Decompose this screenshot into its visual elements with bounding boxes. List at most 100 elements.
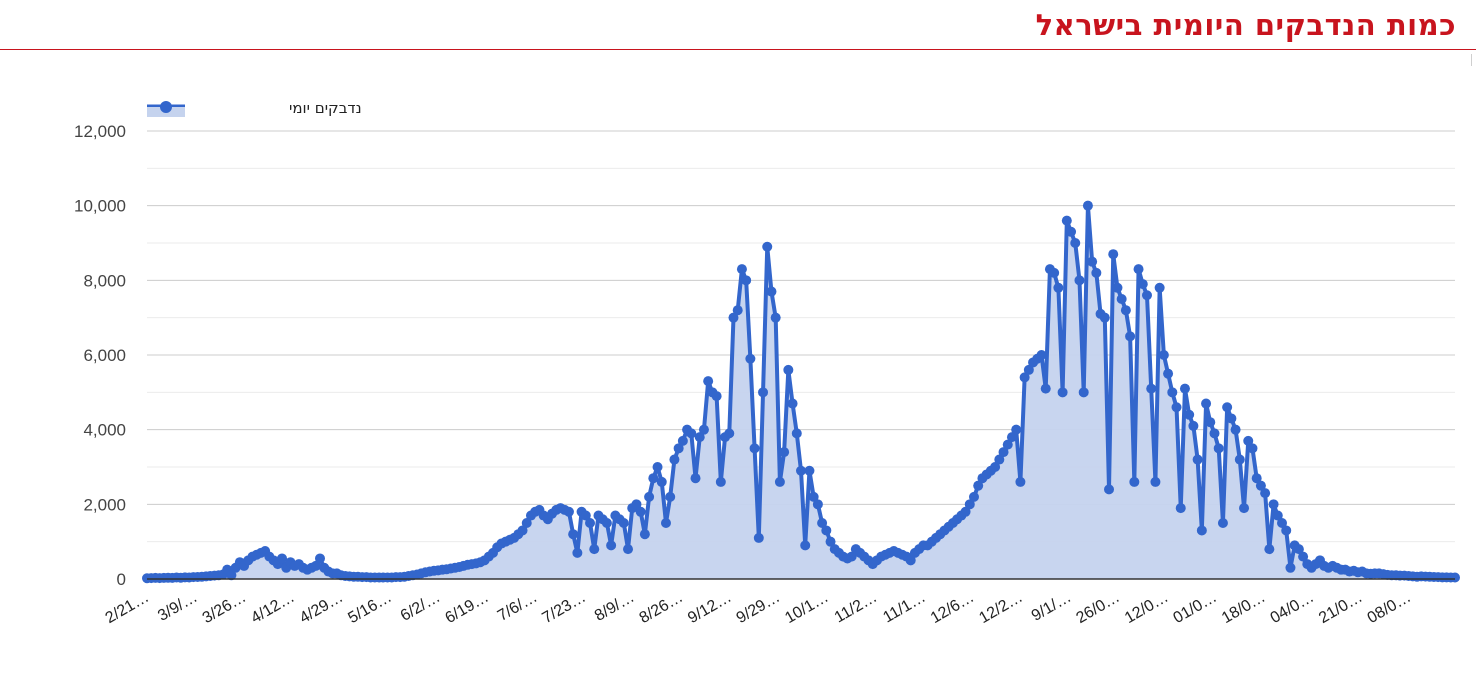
data-point — [660, 518, 671, 528]
x-tick-label: 4/12… — [248, 589, 297, 627]
data-point — [787, 398, 798, 409]
x-tick-label: 12/2… — [976, 589, 1025, 627]
data-point — [1192, 454, 1203, 465]
data-point — [1116, 294, 1127, 304]
data-point — [728, 312, 739, 323]
data-point — [732, 305, 743, 316]
data-point — [1255, 480, 1266, 491]
data-point — [1247, 443, 1258, 454]
data-point — [994, 454, 1005, 465]
data-point — [1158, 350, 1169, 360]
edge-marker — [1471, 54, 1472, 66]
x-tick-label: 18/0… — [1219, 589, 1268, 627]
x-tick-label: 26/0… — [1073, 589, 1122, 627]
data-point — [1141, 290, 1152, 301]
data-point — [1209, 428, 1220, 439]
y-tick-label: 2,000 — [83, 495, 126, 514]
data-point — [762, 241, 773, 252]
data-point — [808, 491, 819, 502]
data-point — [1091, 267, 1102, 278]
data-point — [1450, 572, 1460, 583]
data-point — [1078, 387, 1089, 398]
data-point — [665, 491, 676, 502]
x-axis-ticks: 2/21… 3/9/… 3/26… 4/12… 4/29… 5/16… 6/2/… 6/19…… — [103, 589, 1414, 627]
data-point — [1171, 402, 1182, 413]
x-tick-label: 21/0… — [1316, 589, 1365, 627]
data-point — [791, 428, 802, 439]
data-point — [998, 447, 1009, 458]
y-tick-label: 4,000 — [83, 421, 126, 440]
data-point — [800, 540, 811, 551]
data-point — [1251, 473, 1262, 484]
data-point — [1196, 525, 1207, 536]
data-point — [1226, 413, 1237, 424]
data-point — [277, 553, 288, 564]
data-point — [644, 491, 655, 502]
data-point — [656, 476, 667, 487]
data-point — [1074, 275, 1085, 286]
data-point — [1184, 409, 1195, 420]
data-point — [314, 553, 325, 564]
data-point — [673, 443, 684, 454]
data-point — [1015, 476, 1026, 487]
legend-marker-icon — [160, 101, 172, 113]
x-tick-label: 3/9/… — [155, 589, 200, 625]
data-point — [758, 387, 769, 398]
x-tick-label: 9/12… — [685, 589, 734, 627]
data-point — [711, 391, 722, 402]
data-point — [1222, 402, 1233, 413]
data-point — [589, 544, 600, 555]
data-point — [1260, 488, 1271, 499]
data-point — [1108, 249, 1119, 260]
data-point — [1099, 312, 1110, 323]
y-tick-label: 6,000 — [83, 346, 126, 365]
x-tick-label: 04/0… — [1268, 589, 1317, 627]
data-point — [601, 518, 612, 528]
data-point — [677, 435, 688, 446]
data-point — [698, 424, 709, 435]
data-point — [1234, 454, 1245, 465]
data-point — [1040, 383, 1051, 394]
data-point — [580, 510, 591, 521]
data-point — [585, 518, 596, 528]
data-point — [1120, 305, 1131, 316]
data-point — [749, 443, 760, 454]
data-point — [1137, 279, 1148, 290]
data-point — [1213, 443, 1224, 454]
x-tick-label: 11/2… — [832, 589, 880, 627]
x-tick-label: 7/23… — [540, 589, 589, 627]
data-point — [779, 447, 790, 458]
data-point — [631, 499, 642, 510]
data-point — [1006, 432, 1017, 443]
data-point — [1175, 503, 1186, 514]
data-point — [686, 428, 697, 439]
x-tick-label: 5/16… — [345, 589, 394, 627]
data-point — [1163, 368, 1174, 379]
x-tick-label: 7/6/… — [495, 589, 540, 625]
data-point — [1150, 476, 1161, 487]
x-tick-label: 12/0… — [1122, 589, 1171, 627]
data-point — [1179, 383, 1190, 394]
data-point — [1243, 435, 1254, 446]
y-tick-label: 0 — [117, 570, 126, 589]
data-point — [1285, 562, 1296, 573]
y-tick-label: 8,000 — [83, 271, 126, 290]
data-point — [572, 547, 583, 558]
x-tick-label: 3/26… — [200, 589, 249, 627]
data-point — [1133, 264, 1144, 275]
data-point — [1298, 551, 1309, 562]
data-point — [990, 462, 1001, 472]
x-tick-label: 8/9/… — [592, 589, 637, 625]
data-point — [1188, 420, 1199, 431]
x-tick-label: 10/1… — [782, 589, 831, 627]
y-tick-label: 12,000 — [74, 122, 126, 141]
title-divider — [0, 49, 1476, 50]
data-point — [1277, 518, 1288, 528]
data-point — [563, 506, 574, 517]
data-point — [310, 560, 321, 571]
data-point — [1070, 238, 1081, 248]
legend: נדבקים יומי — [147, 99, 362, 117]
data-point — [1125, 331, 1136, 342]
x-tick-label: 12/6… — [928, 589, 977, 627]
